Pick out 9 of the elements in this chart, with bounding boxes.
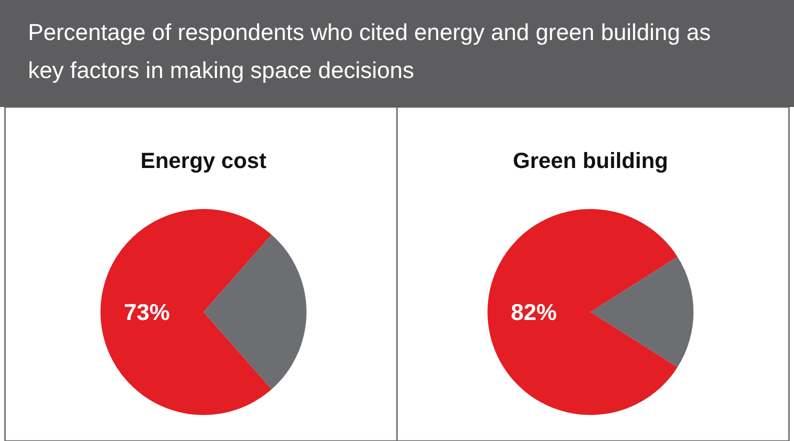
- data-label: 73%: [124, 299, 170, 325]
- chart-title: Energy cost: [140, 148, 268, 173]
- pie-slice: [100, 209, 272, 415]
- text: Percentage of respondents who cited energy and green building as key factors in making space decisions: [28, 19, 711, 83]
- chart-title: Green building: [512, 148, 668, 173]
- pie-slice: [204, 234, 306, 390]
- pie-slice: [590, 256, 694, 368]
- pie-slice: [488, 209, 678, 415]
- data-label: 82%: [510, 299, 557, 325]
